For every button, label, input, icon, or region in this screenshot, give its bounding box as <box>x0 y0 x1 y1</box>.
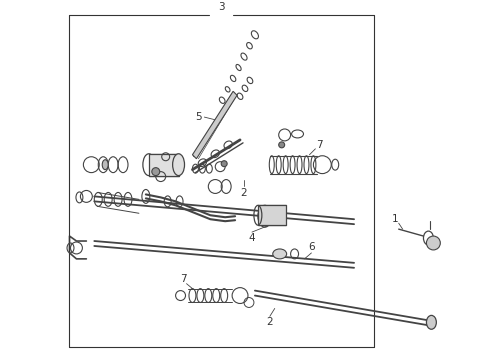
Text: 5: 5 <box>195 112 202 122</box>
Bar <box>149 154 178 176</box>
Circle shape <box>279 142 285 148</box>
Text: 7: 7 <box>180 274 187 284</box>
Text: 2: 2 <box>241 188 247 198</box>
Text: 4: 4 <box>248 233 255 243</box>
Text: 7: 7 <box>316 140 323 150</box>
Ellipse shape <box>172 154 185 176</box>
Circle shape <box>426 236 441 250</box>
Ellipse shape <box>273 249 287 259</box>
Polygon shape <box>193 91 237 159</box>
Text: 2: 2 <box>267 317 273 327</box>
Text: 6: 6 <box>308 242 315 252</box>
Text: 3: 3 <box>218 2 224 12</box>
Circle shape <box>221 161 227 167</box>
Circle shape <box>152 168 160 176</box>
Ellipse shape <box>102 160 108 170</box>
Ellipse shape <box>426 315 437 329</box>
Bar <box>258 205 286 225</box>
Text: 1: 1 <box>392 214 398 224</box>
